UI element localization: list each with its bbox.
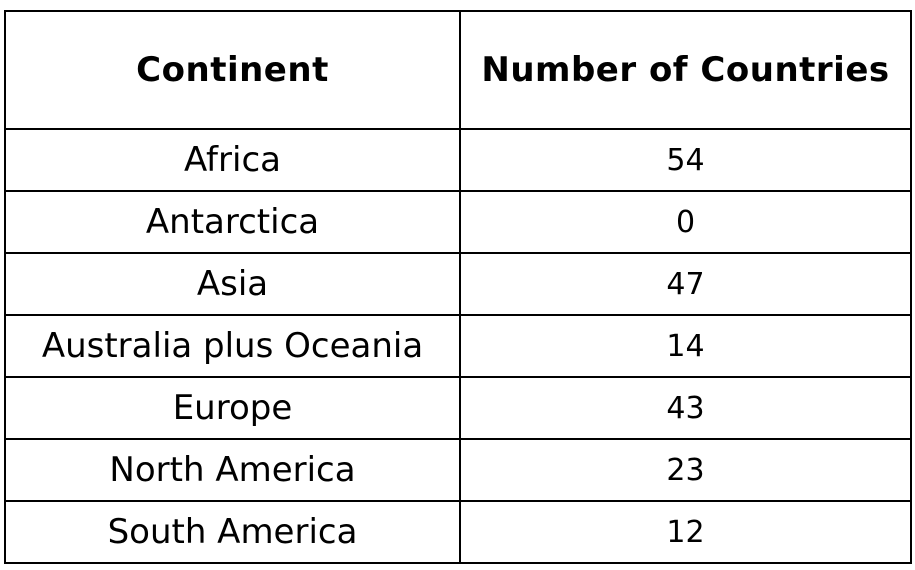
country-count-cell: 23 <box>459 438 912 502</box>
table-row: North America 23 <box>4 438 912 502</box>
table-row: Antarctica 0 <box>4 190 912 254</box>
table-row: Asia 47 <box>4 252 912 316</box>
country-count-cell: 0 <box>459 190 912 254</box>
header-continent: Continent <box>4 10 461 130</box>
continent-country-table-container: Continent Number of Countries Africa 54 … <box>4 10 912 564</box>
header-number-of-countries: Number of Countries <box>459 10 912 130</box>
country-count-cell: 47 <box>459 252 912 316</box>
continent-cell: Asia <box>4 252 461 316</box>
continent-cell: Africa <box>4 128 461 192</box>
country-count-cell: 54 <box>459 128 912 192</box>
continent-cell: Antarctica <box>4 190 461 254</box>
continent-cell: Europe <box>4 376 461 440</box>
country-count-cell: 12 <box>459 500 912 564</box>
table-header-row: Continent Number of Countries <box>4 10 912 130</box>
table-row: Australia plus Oceania 14 <box>4 314 912 378</box>
country-count-cell: 14 <box>459 314 912 378</box>
table-row: South America 12 <box>4 500 912 564</box>
continent-cell: North America <box>4 438 461 502</box>
country-count-cell: 43 <box>459 376 912 440</box>
table-row: Europe 43 <box>4 376 912 440</box>
continent-cell: Australia plus Oceania <box>4 314 461 378</box>
continent-country-table: Continent Number of Countries Africa 54 … <box>4 10 912 564</box>
table-row: Africa 54 <box>4 128 912 192</box>
continent-cell: South America <box>4 500 461 564</box>
